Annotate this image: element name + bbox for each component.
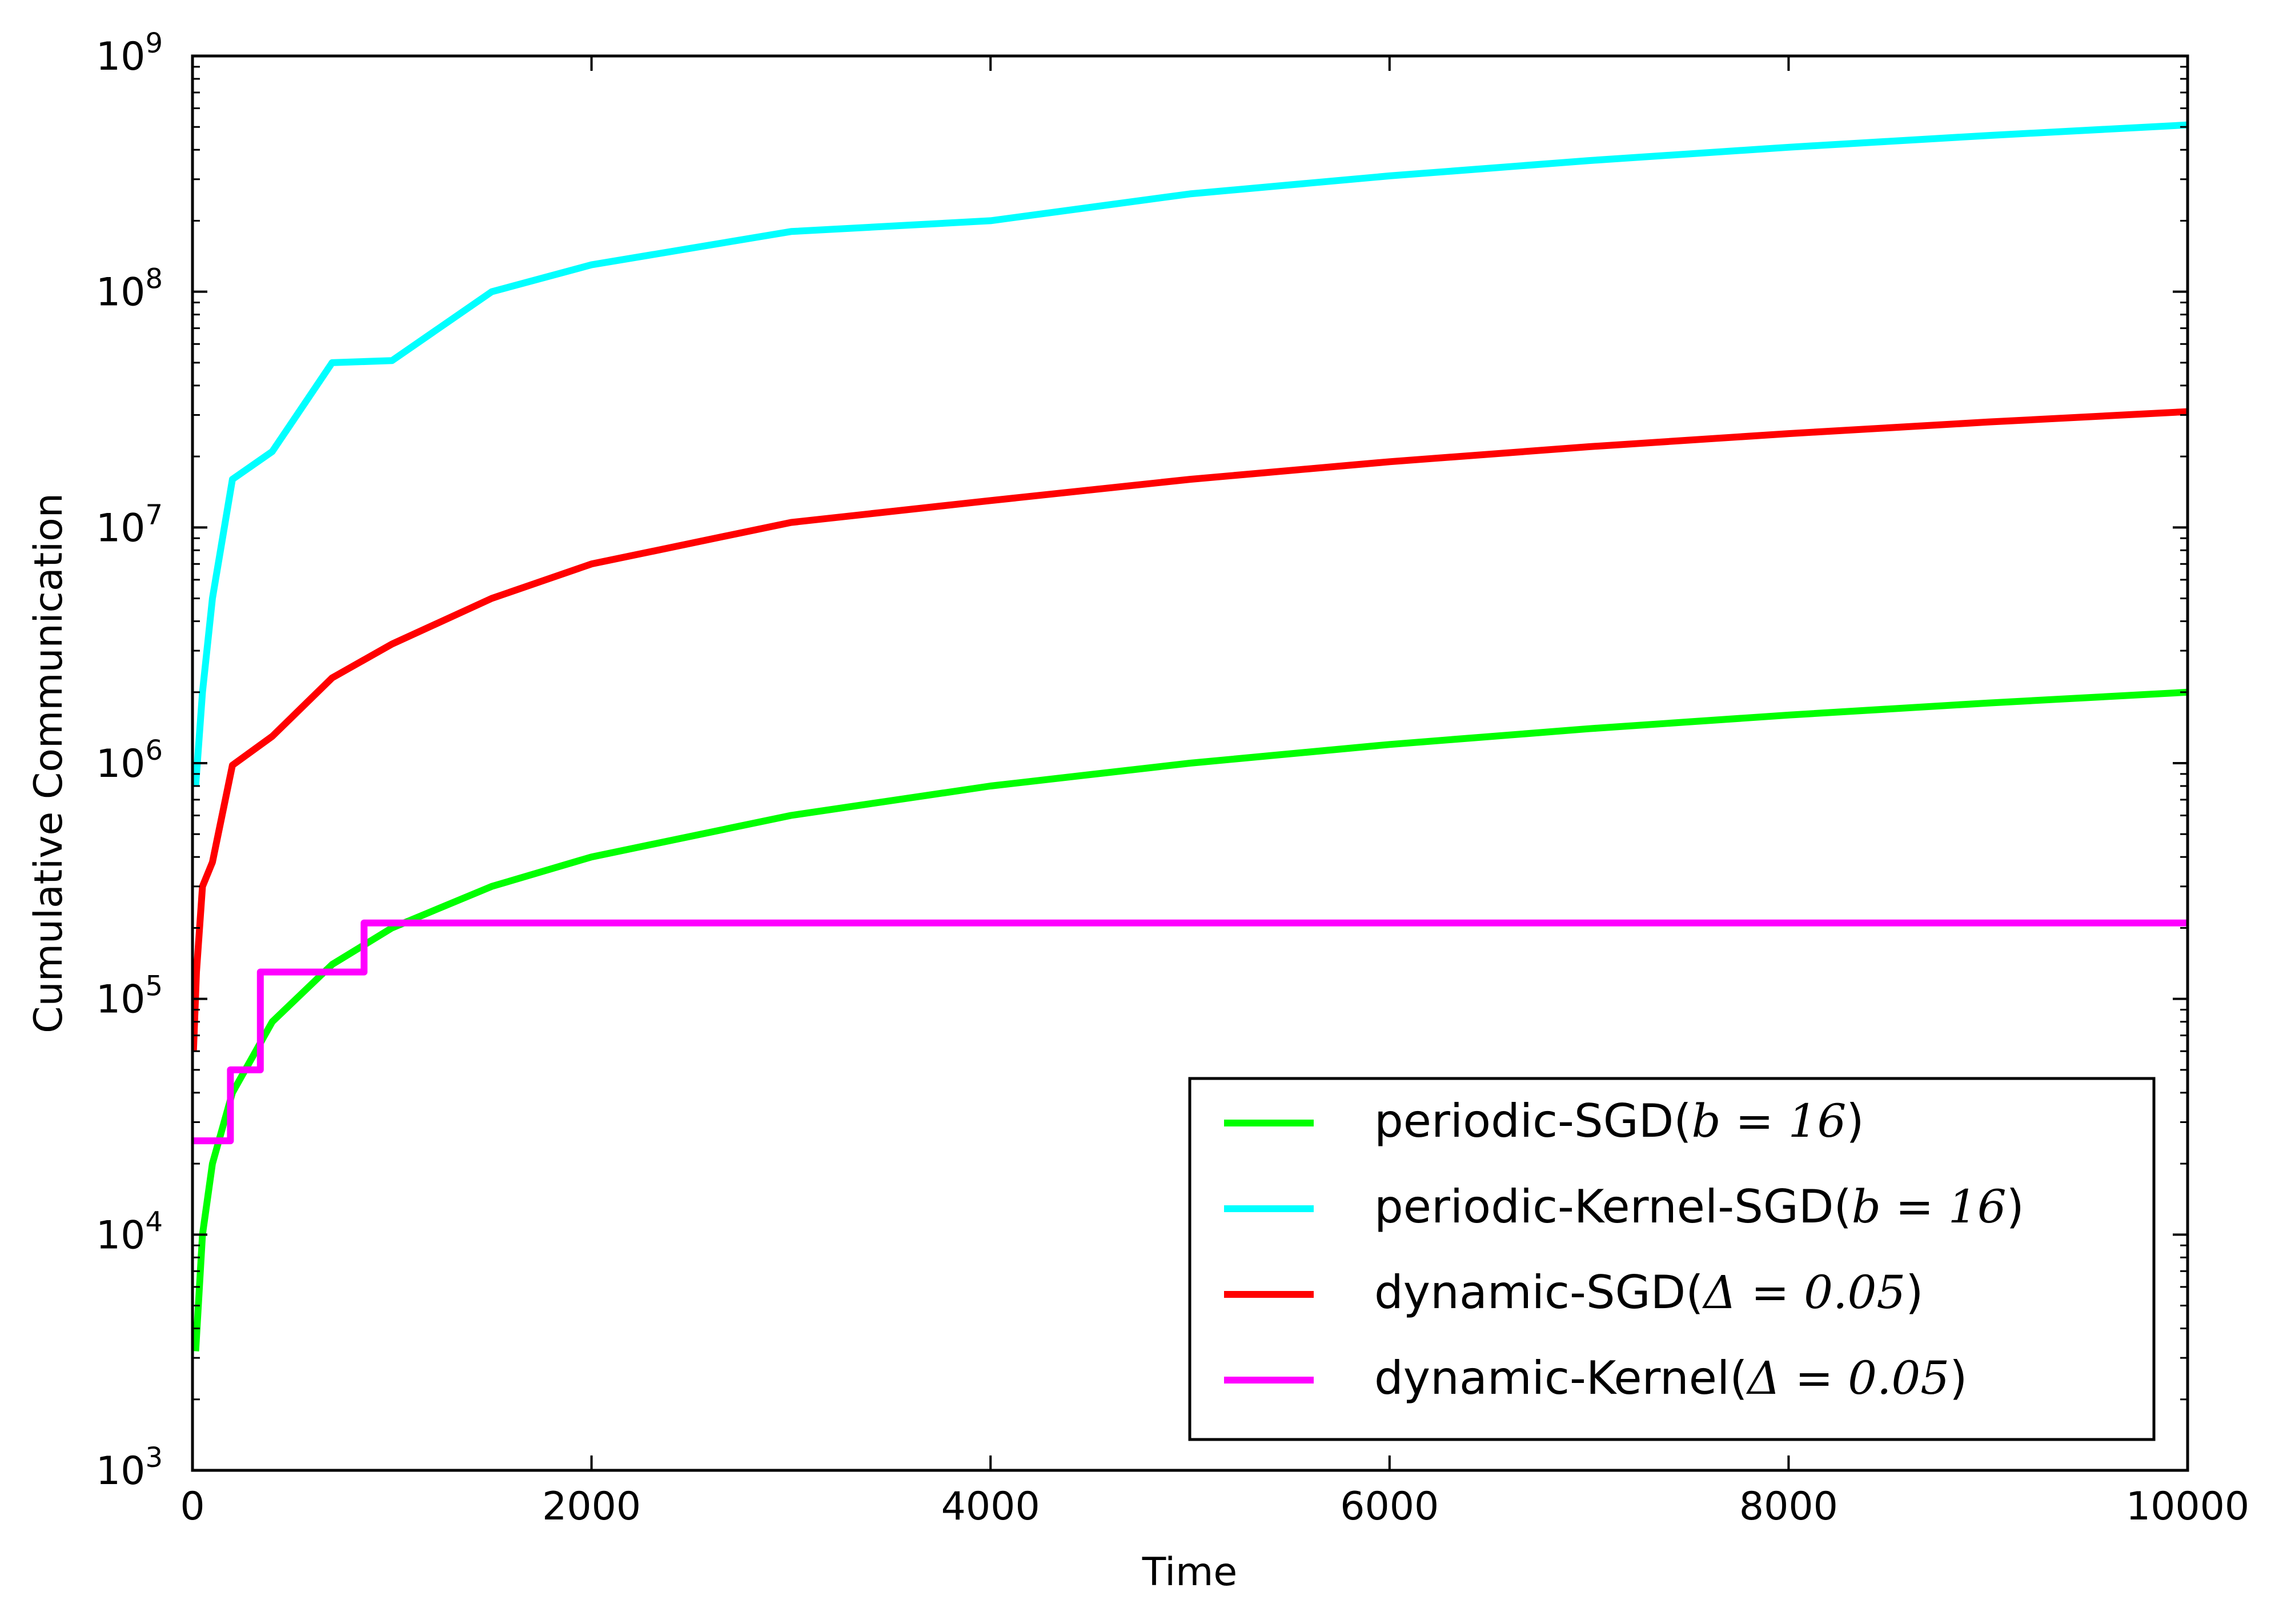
series-line-0 [192, 688, 2188, 1352]
labels-layer: 0 2000 4000 6000 8000 10000 103 104 105 106 107 108… [96, 27, 2249, 1529]
legend-label-3: dynamic-Kernel(Δ = 0.05) [1374, 1352, 1967, 1405]
y-tick-label: 109 [96, 27, 163, 79]
x-tick-label: 4000 [941, 1484, 1040, 1529]
x-axis-title: Time [1142, 1550, 1237, 1595]
y-tick-label: 107 [96, 499, 163, 551]
x-tick-label: 8000 [1739, 1484, 1838, 1529]
series-line-2 [192, 408, 2188, 1052]
legend-label-0: periodic-SGD(b = 16) [1374, 1094, 1864, 1148]
x-tick-label: 0 [180, 1484, 204, 1529]
x-tick-label: 2000 [542, 1484, 641, 1529]
y-tick-label: 103 [96, 1442, 163, 1494]
y-axis-title: Cumulative Communication [26, 493, 71, 1033]
series-line-1 [192, 121, 2188, 787]
series-line-3 [192, 919, 2188, 1145]
plot-frame [191, 54, 2189, 1472]
y-tick-label: 108 [96, 263, 163, 315]
x-tick-label: 10000 [2126, 1484, 2249, 1529]
y-tick-label: 106 [96, 735, 163, 787]
legend: periodic-SGD(b = 16) periodic-Kernel-SGD(… [1188, 1077, 2156, 1441]
y-tick-label: 104 [96, 1206, 163, 1258]
x-tick-label: 6000 [1340, 1484, 1439, 1529]
legend-label-2: dynamic-SGD(Δ = 0.05) [1374, 1266, 1923, 1319]
series-layer [192, 121, 2188, 1352]
legend-label-1: periodic-Kernel-SGD(b = 16) [1374, 1180, 2024, 1233]
y-tick-label: 105 [96, 971, 163, 1022]
legend-box [1188, 1077, 2156, 1441]
